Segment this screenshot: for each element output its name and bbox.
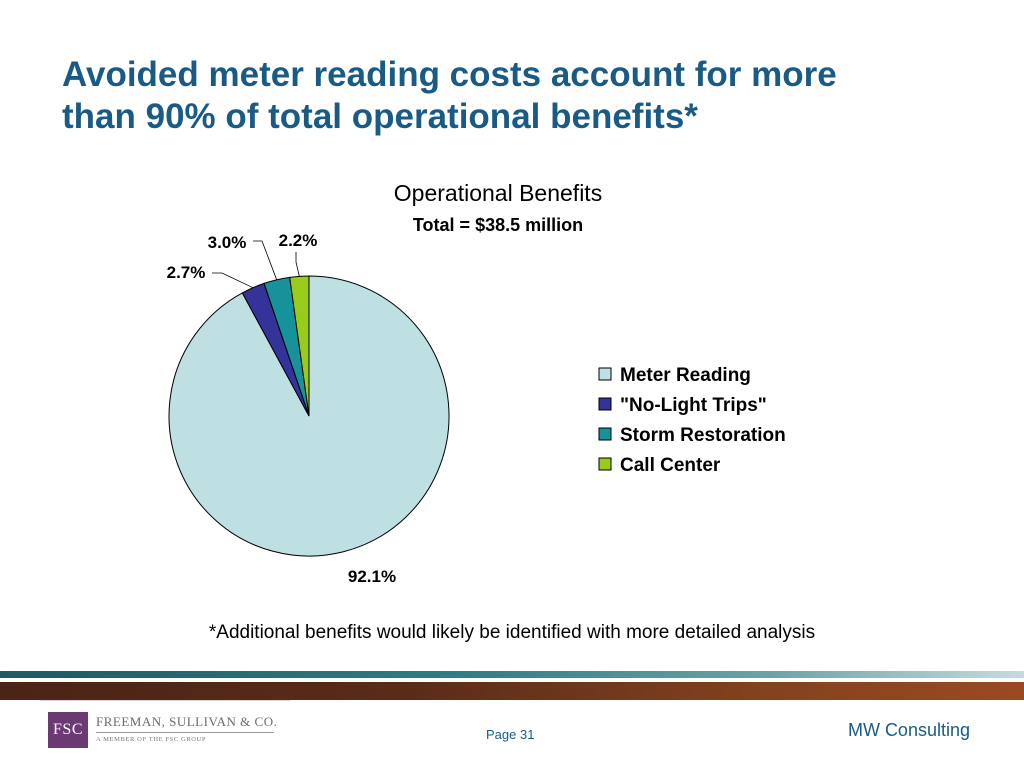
pie-leader-line [295, 252, 300, 277]
legend-swatch [598, 367, 612, 381]
slide-title-line-1: Avoided meter reading costs account for … [62, 55, 837, 94]
footer-band-teal [0, 671, 1024, 678]
slide-title: Avoided meter reading costs account for … [62, 54, 982, 138]
footnote: *Additional benefits would likely be ide… [208, 622, 816, 643]
pie-data-label: 3.0% [208, 233, 247, 252]
legend-label: Meter Reading [620, 365, 751, 386]
legend-label: Call Center [620, 455, 721, 476]
company-logo: FSC FREEMAN, SULLIVAN & CO. A MEMBER OF … [40, 700, 290, 760]
logo-tagline: A MEMBER OF THE FSC GROUP [96, 736, 207, 743]
page-number: Page 31 [486, 727, 535, 742]
legend-swatch [598, 397, 612, 411]
legend-swatch [598, 457, 612, 471]
pie-data-label: 92.1% [348, 567, 396, 586]
pie-data-labels: 92.1% 2.7%3.0% 2.2% [167, 231, 396, 586]
pie-leader-line [212, 272, 254, 289]
chart-subtitle: Total = $38.5 million [413, 215, 583, 235]
company-name: MW Consulting [847, 720, 970, 740]
logo-divider [96, 732, 274, 733]
footer-band-brown [0, 682, 1024, 700]
footer-band-gap [0, 678, 1024, 682]
pie-slice [289, 275, 310, 417]
slide-title-line-2: than 90% of total operational benefits* [62, 97, 698, 136]
legend-label: "No-Light Trips" [620, 395, 767, 416]
logo-company-name: FREEMAN, SULLIVAN & CO. [96, 714, 278, 729]
pie-data-label: 2.7% [167, 263, 206, 282]
pie-chart: Operational Benefits Total = $38.5 milli… [167, 180, 786, 586]
chart-title: Operational Benefits [394, 180, 602, 206]
pie-data-label: 2.2% [279, 231, 318, 250]
pie-slices [168, 275, 450, 557]
chart-legend: Meter Reading "No-Light Trips" Storm Resto… [598, 365, 786, 476]
logo-mark: FSC [48, 712, 88, 748]
legend-label: Storm Restoration [620, 425, 786, 446]
legend-swatch [598, 427, 612, 441]
pie-leader-line [253, 240, 278, 280]
pie-leader-lines [212, 240, 300, 289]
